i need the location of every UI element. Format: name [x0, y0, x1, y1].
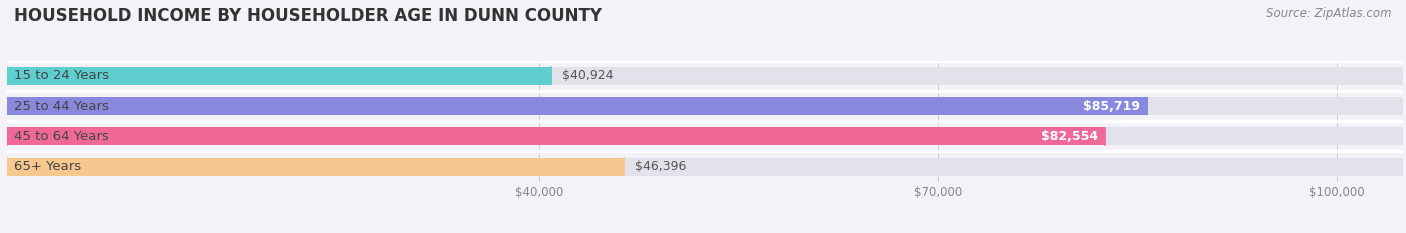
- Bar: [7, 67, 1403, 85]
- Text: 15 to 24 Years: 15 to 24 Years: [14, 69, 108, 82]
- Text: 25 to 44 Years: 25 to 44 Years: [14, 99, 108, 113]
- Text: $46,396: $46,396: [634, 160, 686, 173]
- Bar: [7, 158, 1403, 176]
- Bar: [7, 97, 1403, 115]
- Bar: [7, 127, 1105, 145]
- Bar: [7, 97, 1147, 115]
- Bar: [7, 127, 1403, 145]
- Text: Source: ZipAtlas.com: Source: ZipAtlas.com: [1267, 7, 1392, 20]
- Bar: [7, 158, 624, 176]
- Text: $40,924: $40,924: [562, 69, 613, 82]
- Text: 45 to 64 Years: 45 to 64 Years: [14, 130, 108, 143]
- Text: 65+ Years: 65+ Years: [14, 160, 80, 173]
- Bar: [7, 67, 551, 85]
- Text: HOUSEHOLD INCOME BY HOUSEHOLDER AGE IN DUNN COUNTY: HOUSEHOLD INCOME BY HOUSEHOLDER AGE IN D…: [14, 7, 602, 25]
- Text: $85,719: $85,719: [1083, 99, 1140, 113]
- Text: $82,554: $82,554: [1040, 130, 1098, 143]
